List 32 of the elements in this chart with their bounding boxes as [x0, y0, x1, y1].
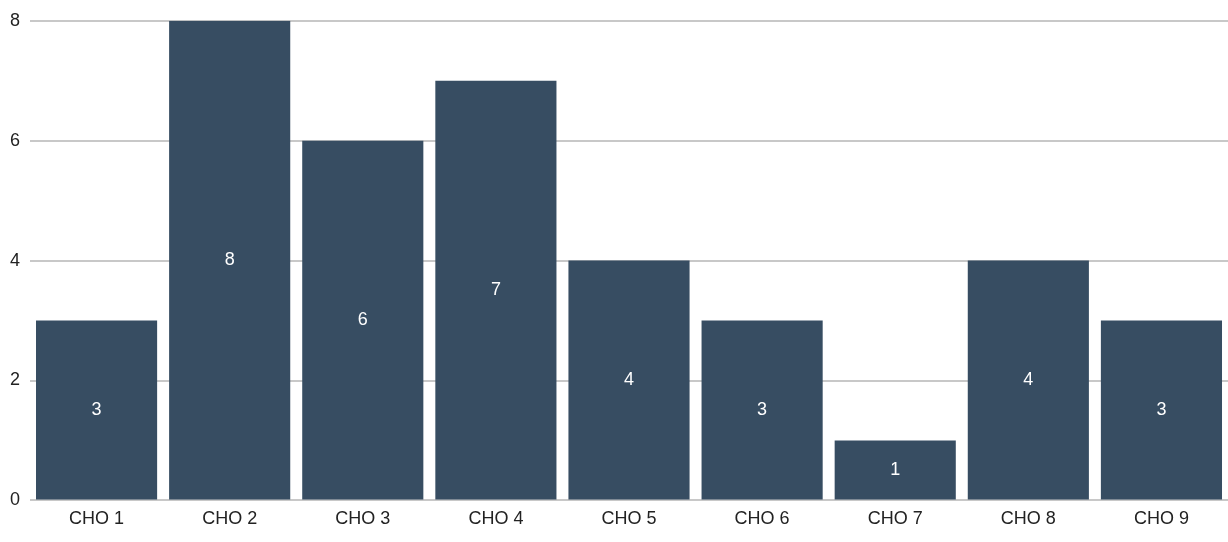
x-tick-label: CHO 3 — [335, 508, 391, 529]
bar — [834, 440, 956, 500]
data-label: 8 — [224, 249, 235, 270]
x-tick-label: CHO 9 — [1133, 508, 1189, 529]
bar — [169, 20, 291, 500]
x-tick-label: CHO 4 — [468, 508, 524, 529]
data-label: 6 — [357, 309, 368, 330]
x-tick-label: CHO 1 — [69, 508, 125, 529]
x-tick-label: CHO 8 — [1000, 508, 1056, 529]
data-label: 4 — [624, 368, 635, 389]
bar — [701, 320, 823, 500]
y-tick-label: 0 — [10, 489, 21, 510]
y-tick-label: 2 — [10, 369, 21, 390]
x-tick-label: CHO 2 — [202, 508, 258, 529]
bar — [568, 260, 690, 500]
y-tick-label: 6 — [10, 129, 21, 150]
x-tick-label: CHO 7 — [867, 508, 923, 529]
bar — [435, 80, 557, 500]
y-tick-label: 4 — [10, 249, 21, 270]
data-label: 3 — [1156, 398, 1167, 419]
data-label: 3 — [757, 398, 768, 419]
y-tick-label: 8 — [10, 9, 21, 30]
data-label: 4 — [1023, 368, 1034, 389]
bar — [302, 140, 424, 500]
data-label: 1 — [890, 458, 901, 479]
bar — [1100, 320, 1223, 500]
data-label: 3 — [91, 398, 102, 419]
data-label: 7 — [490, 279, 501, 300]
x-tick-label: CHO 5 — [601, 508, 657, 529]
bar — [967, 260, 1089, 500]
bar — [36, 320, 158, 500]
x-tick-label: CHO 6 — [734, 508, 790, 529]
